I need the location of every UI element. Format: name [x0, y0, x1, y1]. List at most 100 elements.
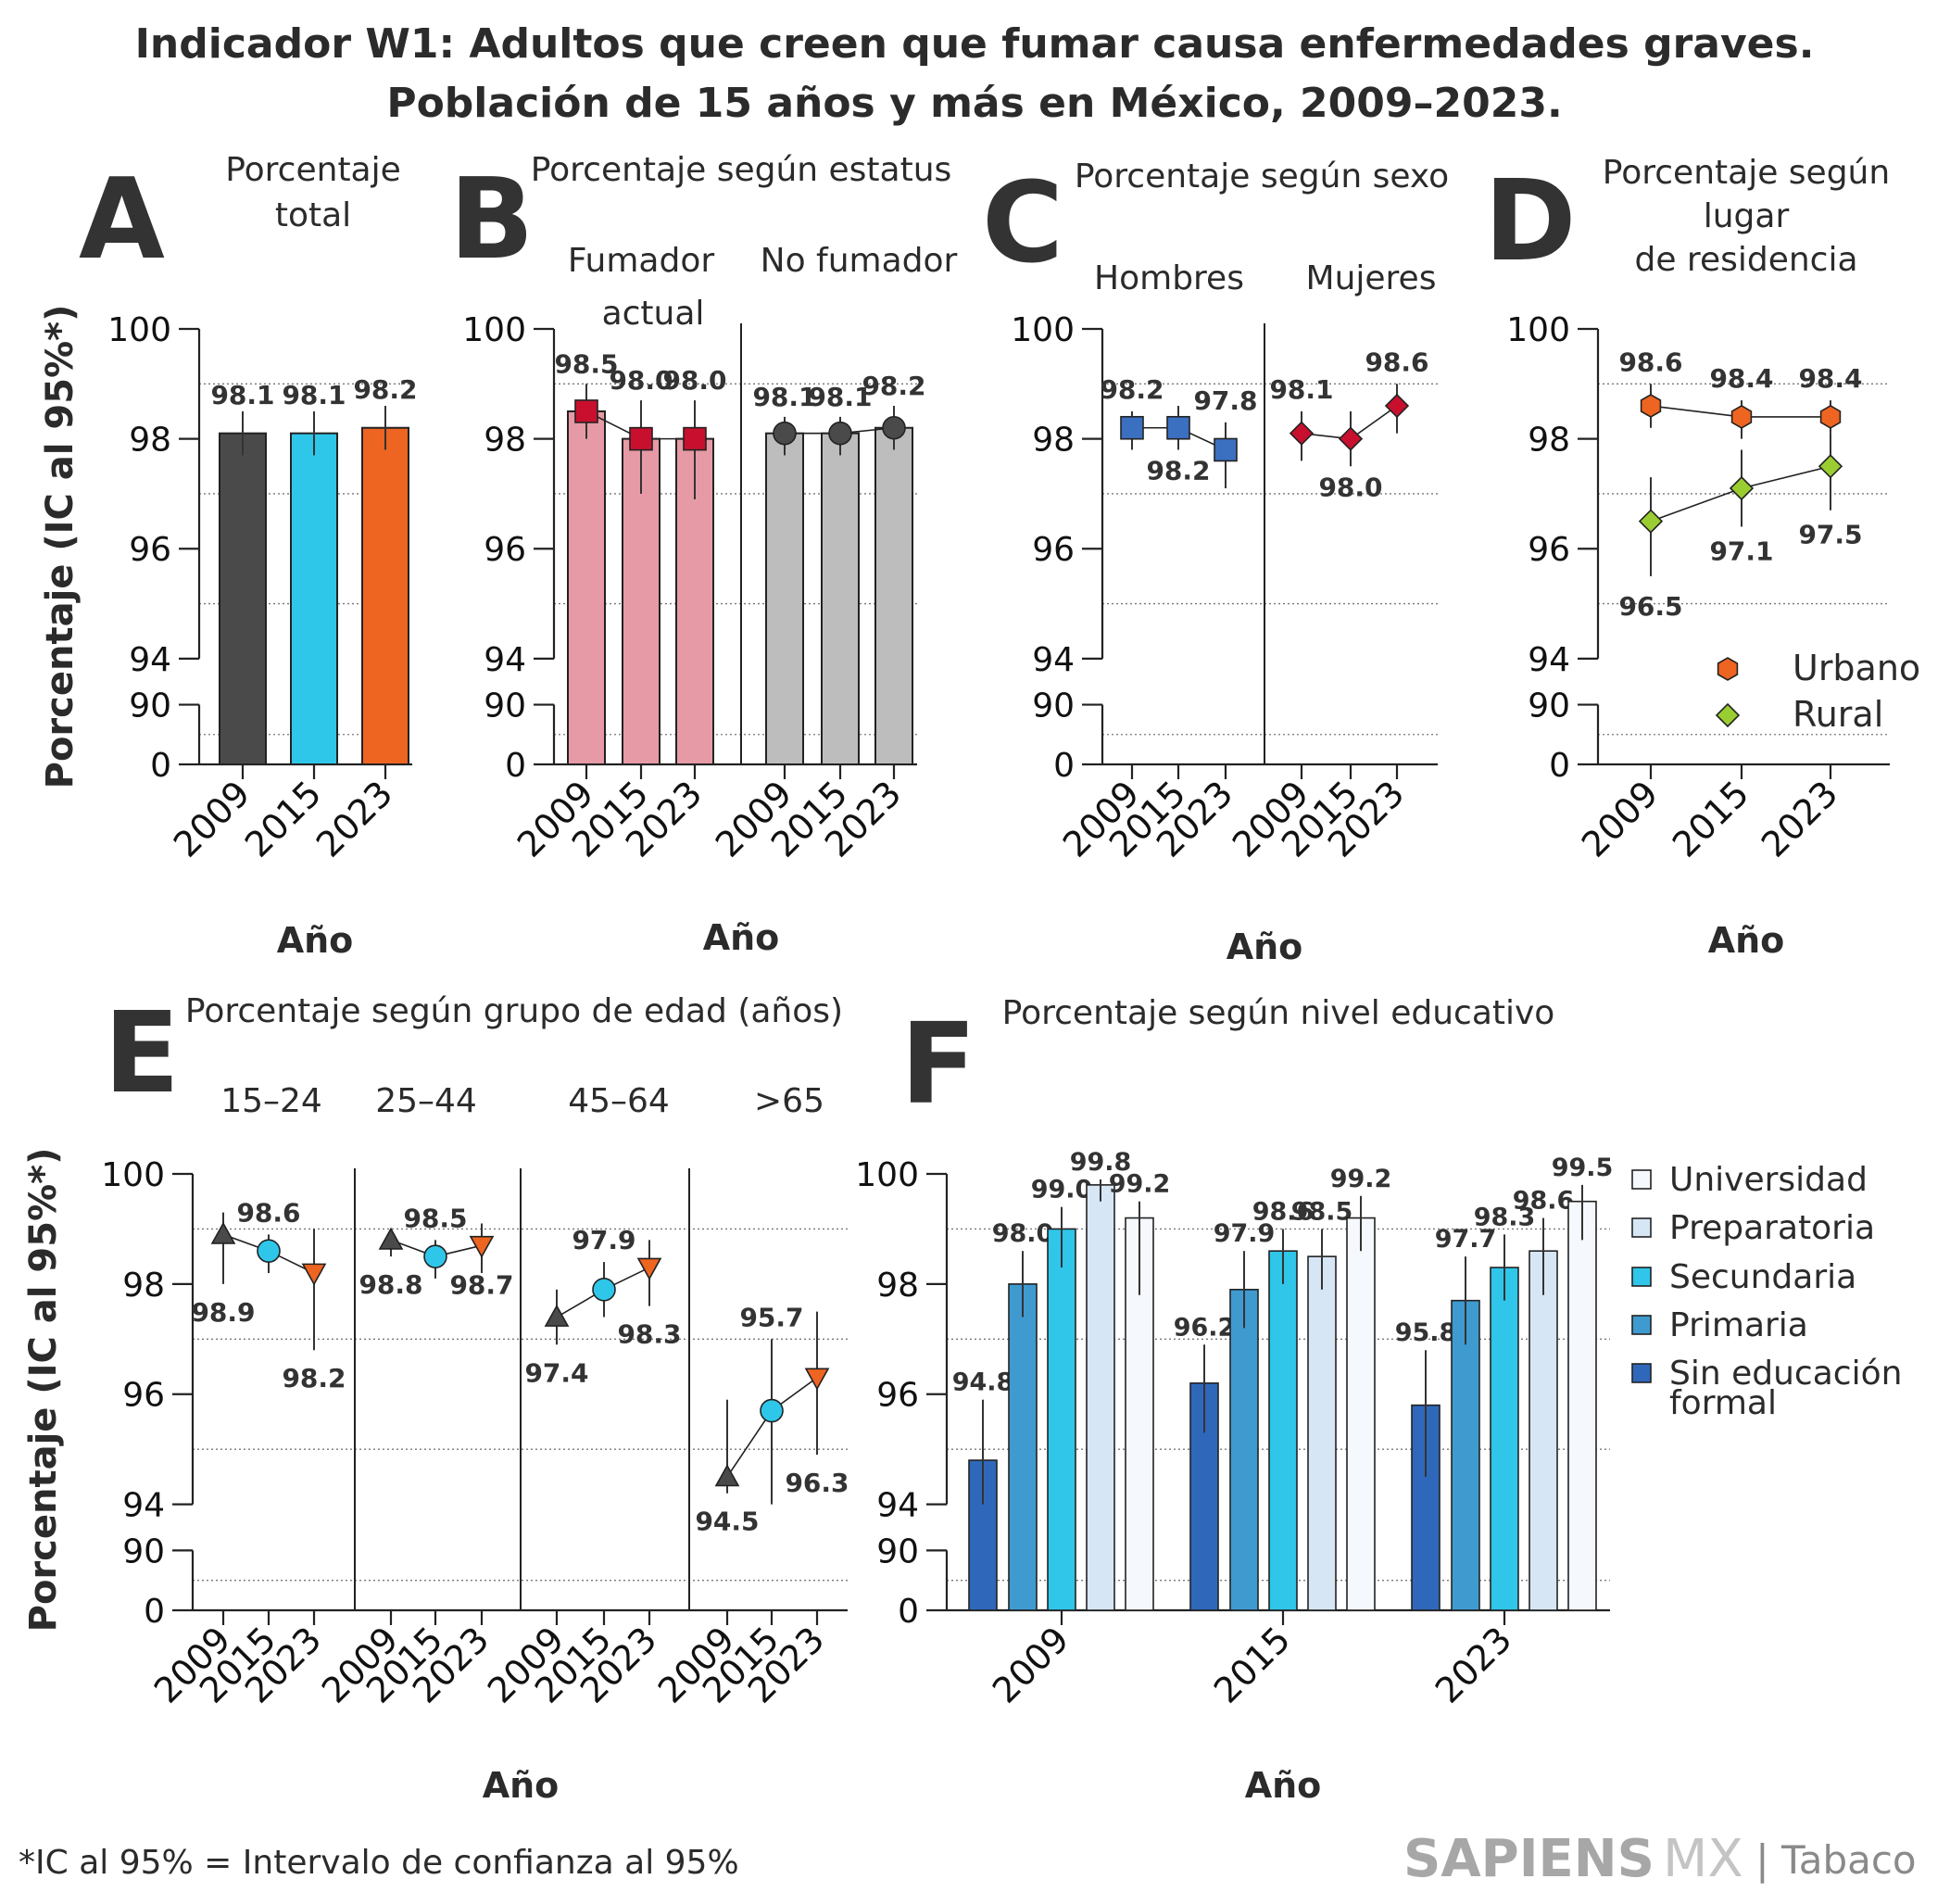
panel-f-x-tick-label: 2023	[1428, 1619, 1520, 1711]
panel-e-data-label: 94.5	[695, 1507, 759, 1537]
panel-f-legend-label: Secundaria	[1669, 1258, 1856, 1296]
brand-logo: SAPIENS MX | Tabaco	[1403, 1829, 1917, 1889]
panel-f-data-label: 95.8	[1395, 1318, 1457, 1347]
panel-b-y-tick-label: 90	[484, 687, 526, 725]
panel-f-data-label: 99.2	[1330, 1165, 1392, 1193]
panel-f-legend-label: Universidad	[1669, 1161, 1868, 1199]
panel-d: D Porcentaje según lugar de residencia 0 90 94…	[1484, 154, 1920, 961]
panel-b-bar	[874, 426, 913, 765]
panel-f-data-label: 99.8	[1070, 1148, 1132, 1177]
panel-b-marker	[629, 426, 653, 451]
panel-c-marker	[1338, 426, 1364, 451]
panel-a-bar	[290, 432, 338, 765]
panel-e-marker	[760, 1398, 784, 1423]
panel-d-data-label: 97.1	[1709, 536, 1773, 567]
panel-e-data-label: 95.7	[739, 1302, 803, 1332]
panel-d-marker	[1730, 404, 1753, 429]
panel-d-marker	[1638, 509, 1664, 534]
panel-e-marker	[714, 1464, 740, 1487]
panel-d-y-tick-label: 94	[1528, 641, 1570, 679]
panel-f-legend-swatch	[1631, 1267, 1652, 1287]
panel-f-y-tick-label: 98	[876, 1267, 919, 1305]
panel-e-group-label: 25–44	[375, 1082, 477, 1120]
panel-e-data-label: 97.9	[572, 1225, 635, 1255]
panel-d-y-tick-label: 0	[1549, 747, 1570, 785]
panel-d-subtitle-line1: Porcentaje según	[1603, 154, 1890, 192]
panel-d-x-axis-title: Año	[1708, 920, 1785, 961]
panel-b-data-label: 98.5	[554, 348, 618, 379]
panel-b-marker	[773, 421, 797, 446]
panel-f-legend-swatch	[1631, 1363, 1652, 1383]
panel-b-marker	[828, 421, 852, 446]
panel-c-y-tick-label: 96	[1032, 531, 1075, 569]
panel-e-y-tick-label: 96	[122, 1377, 165, 1415]
panel-b-x-axis-title: Año	[703, 917, 780, 958]
panel-e-y-axis-title: Porcentaje (IC al 95%*)	[22, 1148, 65, 1633]
panel-f-bar	[1529, 1250, 1558, 1611]
panel-c-marker	[1120, 415, 1144, 440]
panel-b-marker	[882, 415, 906, 440]
panel-a-y-tick-label: 0	[150, 747, 171, 785]
panel-b-subtitle: Porcentaje según estatus	[531, 151, 952, 189]
panel-c-data-label: 98.2	[1100, 374, 1164, 405]
panel-c-x-axis-title: Año	[1227, 927, 1303, 967]
panel-letter-e: E	[104, 990, 180, 1118]
panel-d-legend-marker	[1717, 657, 1739, 681]
panel-e-y-tick-label: 0	[144, 1593, 165, 1631]
panel-f-data-label: 98.3	[1474, 1203, 1536, 1231]
panel-a-bar	[361, 426, 409, 765]
figure-title-line2: Población de 15 años y más en México, 20…	[386, 80, 1562, 127]
panel-f-legend-label: Sin educación	[1669, 1355, 1902, 1393]
panel-e-data-label: 98.7	[449, 1269, 513, 1300]
panel-d-data-label: 98.4	[1709, 363, 1773, 394]
panel-b-data-label: 98.0	[609, 365, 673, 396]
panel-d-marker	[1729, 475, 1755, 501]
panel-f-y-tick-label: 94	[876, 1487, 919, 1525]
panel-f-bar	[1490, 1267, 1519, 1611]
panel-f-data-label: 94.8	[952, 1368, 1014, 1397]
panel-a-x-tick-label: 2015	[237, 773, 330, 865]
panel-a-y-tick-label: 90	[129, 687, 171, 725]
panel-c-subtitle: Porcentaje según sexo	[1075, 158, 1449, 195]
panel-a-y-tick-label: 98	[129, 422, 171, 460]
panel-e-data-label: 98.6	[236, 1197, 300, 1228]
panel-e-data-label: 97.4	[524, 1357, 588, 1388]
panel-f-data-label: 98.5	[1291, 1197, 1353, 1226]
panel-f-y-tick-label: 100	[855, 1156, 919, 1194]
panel-d-subtitle-line2: lugar	[1704, 197, 1790, 235]
panel-a-x-tick-label: 2023	[308, 773, 401, 865]
panel-b-y-tick-label: 98	[484, 422, 526, 460]
panel-e-y-tick-label: 90	[122, 1532, 165, 1570]
panel-b-marker	[683, 426, 707, 451]
panel-a-data-label: 98.2	[353, 374, 417, 405]
panel-e-data-label: 98.2	[282, 1363, 346, 1393]
panel-d-data-label: 97.5	[1798, 520, 1862, 550]
panel-letter-f: F	[900, 1001, 976, 1129]
panel-e: E Porcentaje según grupo de edad (años) 15…	[22, 990, 849, 1806]
panel-d-marker	[1818, 454, 1843, 479]
footnote: *IC al 95% = Intervalo de confianza al 9…	[19, 1844, 739, 1882]
panel-f-legend-swatch	[1631, 1217, 1652, 1238]
panel-f-data-label: 97.7	[1435, 1225, 1497, 1254]
panel-f-legend-label: Primaria	[1669, 1306, 1808, 1344]
panel-a-y-axis-title: Porcentaje (IC al 95%*)	[39, 305, 82, 789]
panel-f-bar	[1086, 1184, 1115, 1611]
panel-b-bar	[765, 432, 804, 765]
panel-f-x-tick-label: 2009	[985, 1619, 1077, 1711]
panel-d-x-tick-label: 2009	[1574, 773, 1667, 865]
panel-d-y-tick-label: 98	[1528, 422, 1570, 460]
panel-c-data-label: 98.1	[1269, 374, 1333, 405]
panel-b-group-label: Fumador	[568, 242, 715, 280]
panel-d-legend-label: Rural	[1793, 694, 1883, 735]
panel-e-group-label: 15–24	[220, 1082, 322, 1120]
panel-b-y-tick-label: 94	[484, 641, 526, 679]
panel-c-y-tick-label: 90	[1032, 687, 1075, 725]
panel-e-y-tick-label: 100	[101, 1156, 165, 1194]
panel-letter-c: C	[982, 159, 1063, 288]
panel-e-marker	[378, 1227, 404, 1250]
panel-c-data-label: 98.6	[1365, 347, 1428, 377]
panel-f-bar	[1411, 1404, 1440, 1611]
panel-c-data-label: 98.2	[1146, 455, 1210, 485]
panel-c-marker	[1166, 415, 1190, 440]
